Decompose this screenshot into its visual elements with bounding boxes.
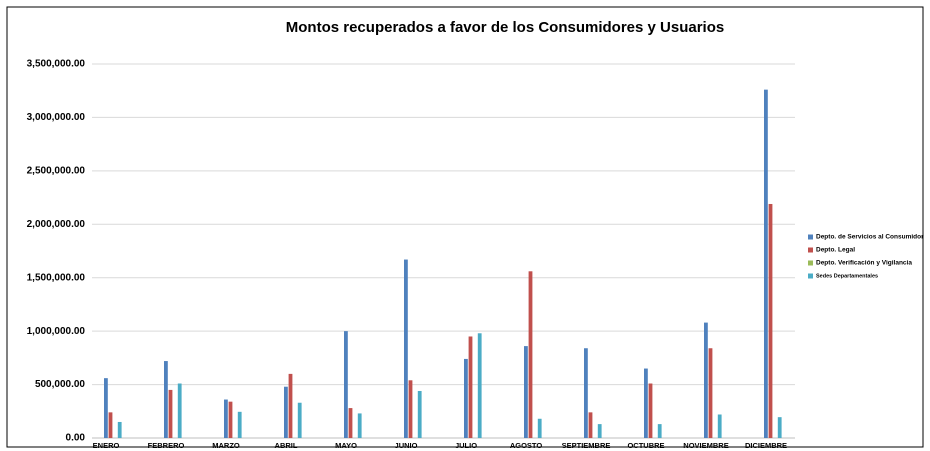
y-tick-label: 3,500,000.00 [27,59,86,70]
bar [524,346,528,438]
bar [777,417,782,438]
bar [297,402,302,438]
bar [284,386,288,438]
bar [117,421,122,438]
bar [537,418,542,438]
x-tick-label: JULIO [455,441,477,450]
y-tick-label: 500,000.00 [35,379,85,390]
x-tick-label: OCTUBRE [627,441,664,450]
y-tick-label: 2,000,000.00 [27,219,86,230]
bar [717,414,722,438]
legend-swatch [808,234,813,240]
bar [344,331,348,438]
bar [597,424,602,438]
bar [657,424,662,438]
bar [708,348,713,438]
bar [177,383,182,438]
x-tick-label: ENERO [93,441,120,450]
bar [404,259,408,438]
bar [168,389,173,438]
bar [228,401,233,438]
y-tick-label: 2,500,000.00 [27,165,86,176]
x-tick-label: DICIEMBRE [745,441,787,450]
bar [648,383,653,438]
bar [108,412,113,438]
x-tick-label: MARZO [212,441,240,450]
bar [588,412,593,438]
legend-label: Depto. Verificación y Vigilancia [816,260,912,267]
y-tick-label: 1,000,000.00 [27,326,86,337]
x-tick-label: NOVIEMBRE [683,441,728,450]
bar [348,408,353,438]
bar [237,411,242,438]
bar [164,361,168,438]
chart-title: Montos recuperados a favor de los Consum… [286,19,724,36]
legend-swatch [808,273,813,279]
x-tick-label: MAYO [335,441,357,450]
y-tick-label: 0.00 [66,433,86,444]
legend-label: Depto. de Servicios al Consumidor [816,234,924,241]
bar [584,348,588,438]
bar [464,358,468,438]
bar [704,322,708,438]
legend-label: Sedes Departamentales [816,273,878,279]
bar [764,89,768,438]
bar [408,380,413,438]
bar [417,390,422,438]
x-tick-label: ABRIL [275,441,298,450]
bar [288,373,293,438]
bar [224,399,228,438]
bar [357,413,362,438]
x-tick-label: AGOSTO [510,441,543,450]
x-tick-label: SEPTIEMBRE [562,441,611,450]
legend-label: Depto. Legal [816,247,855,254]
x-tick-label: JUNIO [395,441,418,450]
bar [768,203,773,438]
y-tick-label: 1,500,000.00 [27,272,86,283]
x-tick-label: FEBRERO [148,441,185,450]
y-tick-label: 3,000,000.00 [27,112,86,123]
bar [477,333,482,438]
bar [468,336,473,438]
legend-swatch [808,247,813,253]
bar [104,378,108,438]
bar [528,271,533,438]
bar [644,368,648,438]
legend-swatch [808,260,813,266]
